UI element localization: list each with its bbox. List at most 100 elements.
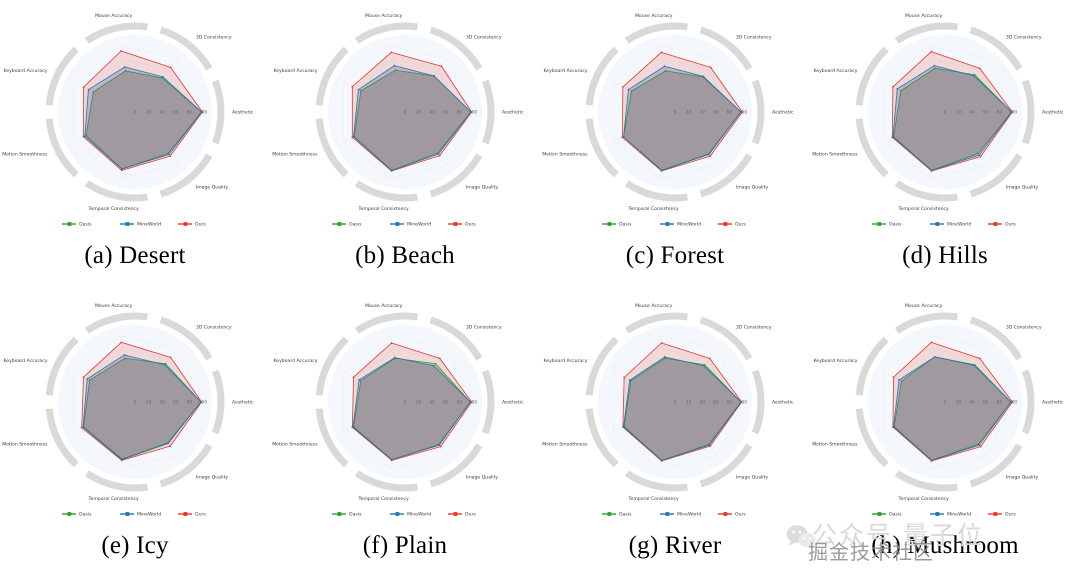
legend-label: Ours bbox=[465, 222, 476, 228]
radar-chart: 0 20 40 60 80 100 Mouse Accuracy 3D Consistency… bbox=[272, 303, 524, 518]
chart-holder: 0 20 40 60 80 100 Mouse Accuracy 3D Consistency… bbox=[270, 290, 540, 530]
tick-label: 80 bbox=[457, 110, 463, 116]
axis-label: Keyboard Accuracy bbox=[813, 358, 857, 364]
axis-labels: Mouse Accuracy 3D Consistency Aesthetic Ima… bbox=[812, 303, 1064, 502]
axis-label: Aesthetic bbox=[1042, 110, 1064, 116]
chart-panel: 0 20 40 60 80 100 Mouse Accuracy 3D Consistency… bbox=[270, 290, 540, 580]
legend-label: MineWorld bbox=[407, 222, 431, 228]
series-polygon-ours bbox=[621, 51, 743, 172]
axis-label: 3D Consistency bbox=[1006, 325, 1042, 331]
legend-label: Ours bbox=[1005, 222, 1016, 228]
axis-labels: Mouse Accuracy 3D Consistency Aesthetic Ima… bbox=[2, 303, 254, 502]
legend-label: MineWorld bbox=[407, 512, 431, 518]
axis-label: Motion Smoothness bbox=[2, 441, 48, 447]
series-polygon-mineworld bbox=[82, 354, 202, 461]
tick-label: 0 bbox=[944, 400, 947, 406]
radar-series-group bbox=[351, 51, 473, 172]
chart-panel: 0 20 40 60 80 100 Mouse Accuracy 3D Consistency… bbox=[540, 0, 810, 290]
radar-series-group bbox=[891, 50, 1014, 172]
series-polygon-ours bbox=[351, 51, 473, 172]
legend-label: MineWorld bbox=[677, 222, 701, 228]
panel-caption: (b) Beach bbox=[355, 242, 455, 269]
legend-label: Oasis bbox=[79, 512, 92, 518]
tick-label: 80 bbox=[727, 400, 733, 406]
axis-label: Temporal Consistency bbox=[357, 496, 409, 502]
axis-label: Motion Smoothness bbox=[812, 441, 858, 447]
tick-label: 60 bbox=[713, 400, 719, 406]
axis-label: 3D Consistency bbox=[736, 35, 772, 41]
series-polygon-mineworld bbox=[893, 356, 1012, 461]
axis-label: Aesthetic bbox=[772, 110, 794, 116]
axis-label: Mouse Accuracy bbox=[905, 13, 943, 19]
tick-label: 100 bbox=[199, 110, 208, 116]
outer-ring bbox=[585, 312, 765, 492]
legend-label: MineWorld bbox=[677, 512, 701, 518]
axis-labels: Mouse Accuracy 3D Consistency Aesthetic Ima… bbox=[272, 13, 524, 212]
axis-label: Motion Smoothness bbox=[542, 441, 588, 447]
legend: Oasis MineWorld Ours bbox=[62, 512, 206, 518]
axis-label: 3D Consistency bbox=[466, 325, 502, 331]
radial-tick-labels: 0 20 40 60 80 100 bbox=[134, 400, 208, 406]
radar-chart: 0 20 40 60 80 100 Mouse Accuracy 3D Consistency… bbox=[272, 13, 524, 228]
tick-label: 20 bbox=[956, 400, 962, 406]
outer-ring bbox=[45, 22, 225, 202]
tick-label: 20 bbox=[686, 400, 692, 406]
tick-label: 0 bbox=[674, 110, 677, 116]
legend-label: Oasis bbox=[619, 512, 632, 518]
radar-series-group bbox=[80, 341, 203, 462]
series-polygon-oasis bbox=[893, 356, 1012, 461]
axis-label: Mouse Accuracy bbox=[635, 303, 673, 309]
axis-label: Keyboard Accuracy bbox=[543, 358, 587, 364]
tick-label: 100 bbox=[199, 400, 208, 406]
legend-label: Ours bbox=[195, 222, 206, 228]
legend-label: Ours bbox=[735, 512, 746, 518]
axis-label: Mouse Accuracy bbox=[365, 13, 403, 19]
series-polygon-mineworld bbox=[353, 65, 472, 171]
chart-panel: 0 20 40 60 80 100 Mouse Accuracy 3D Consistency… bbox=[810, 290, 1080, 580]
chart-panel: 0 20 40 60 80 100 Mouse Accuracy 3D Consistency… bbox=[0, 0, 270, 290]
axis-label: Temporal Consistency bbox=[627, 496, 679, 502]
legend-label: Oasis bbox=[349, 222, 362, 228]
axis-label: Image Quality bbox=[1006, 475, 1039, 481]
legend-label: MineWorld bbox=[947, 512, 971, 518]
axis-label: Temporal Consistency bbox=[357, 206, 409, 212]
chart-holder: 0 20 40 60 80 100 Mouse Accuracy 3D Consistency… bbox=[540, 290, 810, 530]
outer-ring bbox=[855, 312, 1035, 492]
series-polygon-ours bbox=[351, 342, 473, 461]
axis-label: Mouse Accuracy bbox=[95, 13, 133, 19]
axis-label: 3D Consistency bbox=[736, 325, 772, 331]
outer-ring bbox=[45, 312, 225, 492]
radar-series-group bbox=[892, 341, 1014, 462]
legend: Oasis MineWorld Ours bbox=[872, 512, 1016, 518]
chart-panel: 0 20 40 60 80 100 Mouse Accuracy 3D Consistency… bbox=[540, 290, 810, 580]
tick-label: 40 bbox=[429, 400, 435, 406]
tick-label: 80 bbox=[997, 400, 1003, 406]
outer-ring bbox=[855, 22, 1035, 202]
tick-label: 60 bbox=[713, 110, 719, 116]
tick-label: 20 bbox=[146, 110, 152, 116]
axis-label: Mouse Accuracy bbox=[635, 13, 673, 19]
axis-label: Motion Smoothness bbox=[2, 151, 48, 157]
axis-label: Mouse Accuracy bbox=[365, 303, 403, 309]
axis-label: Motion Smoothness bbox=[272, 151, 318, 157]
legend-label: Oasis bbox=[79, 222, 92, 228]
axis-label: Aesthetic bbox=[502, 400, 524, 406]
chart-holder: 0 20 40 60 80 100 Mouse Accuracy 3D Consistency… bbox=[540, 0, 810, 240]
series-polygon-oasis bbox=[85, 70, 203, 170]
axis-label: 3D Consistency bbox=[466, 35, 502, 41]
legend: Oasis MineWorld Ours bbox=[602, 222, 746, 228]
axis-label: 3D Consistency bbox=[196, 35, 232, 41]
panel-caption: (e) Icy bbox=[101, 532, 169, 559]
axis-labels: Mouse Accuracy 3D Consistency Aesthetic Ima… bbox=[542, 303, 794, 502]
series-polygon-ours bbox=[892, 341, 1013, 462]
tick-label: 60 bbox=[173, 400, 179, 406]
axis-labels: Mouse Accuracy 3D Consistency Aesthetic Ima… bbox=[812, 13, 1064, 212]
series-polygon-mineworld bbox=[84, 66, 203, 170]
tick-label: 100 bbox=[739, 110, 748, 116]
tick-label: 40 bbox=[699, 110, 705, 116]
series-polygon-mineworld bbox=[892, 65, 1013, 171]
tick-label: 20 bbox=[416, 110, 422, 116]
axis-label: Motion Smoothness bbox=[542, 151, 588, 157]
radar-series-group bbox=[351, 342, 473, 462]
